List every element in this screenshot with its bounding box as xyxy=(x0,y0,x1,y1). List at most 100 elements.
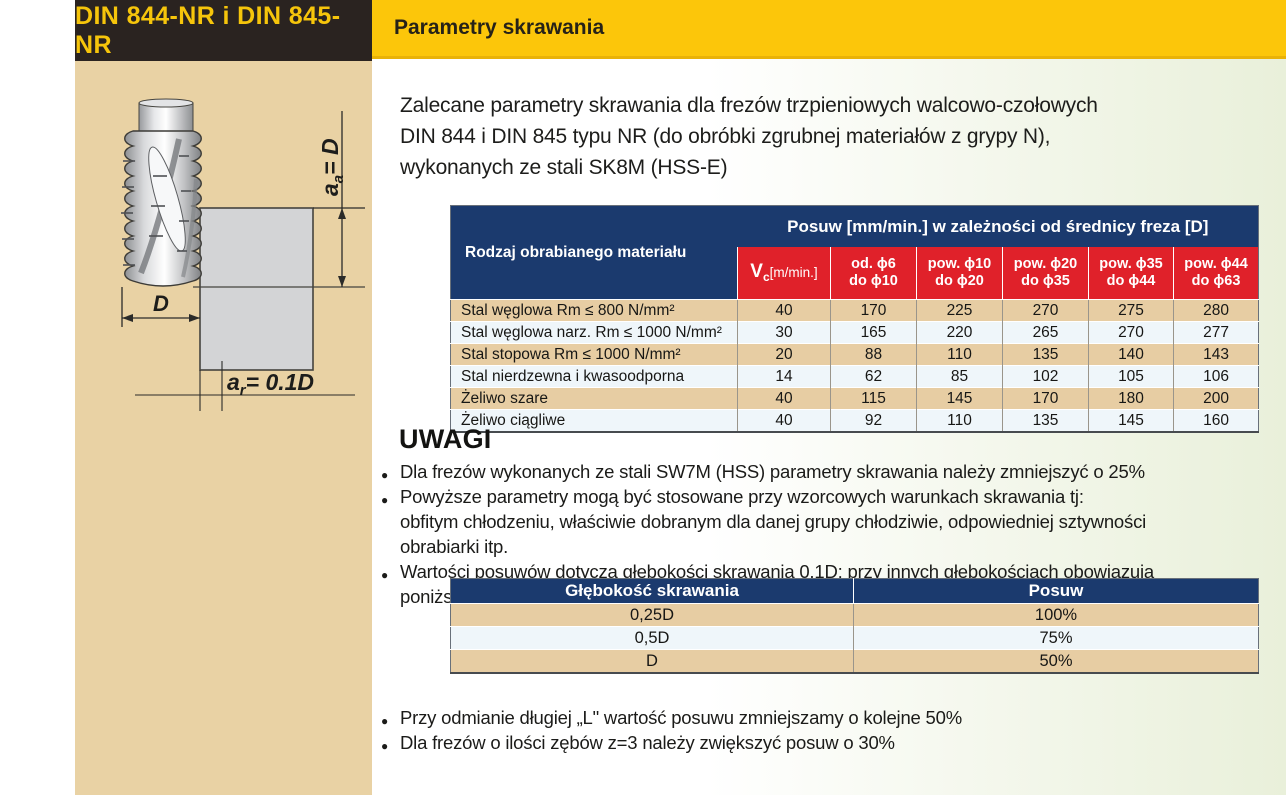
material-cell: Żeliwo ciągliwe xyxy=(450,409,738,432)
list-item: ● Przy odmianie długiej „L" wartość posuw… xyxy=(381,705,1211,730)
note-text: Dla frezów wykonanych ze stali SW7M (HSS… xyxy=(400,461,1145,482)
table-row: Żeliwo ciągliwe 40 92 110 135 145 160 xyxy=(450,409,1259,432)
list-item: ● Dla frezów o ilości zębów z=3 należy zw… xyxy=(381,730,1211,755)
table-row: D 50% xyxy=(450,649,1259,673)
value-cell: 145 xyxy=(1088,409,1174,432)
note-text: Powyższe parametry mogą być stosowane pr… xyxy=(400,486,1147,557)
table-row: Stal węglowa narz. Rm ≤ 1000 N/mm² 30 16… xyxy=(450,321,1259,344)
bullet-icon: ● xyxy=(381,493,389,507)
dimension-diameter xyxy=(121,287,200,327)
value-cell: 62 xyxy=(830,365,917,388)
value-cell: 275 xyxy=(1088,299,1174,322)
material-cell: Stal węglowa narz. Rm ≤ 1000 N/mm² xyxy=(450,321,738,344)
material-cell: Stal nierdzewna i kwasoodporna xyxy=(450,365,738,388)
depth-cell: 0,25D xyxy=(450,603,854,627)
column-header-dia-2: pow. ϕ10 do ϕ20 xyxy=(916,247,1003,300)
radial-depth-label: ar= 0.1D xyxy=(227,369,314,399)
milling-diagram: aa= D D ar= 0.1D xyxy=(121,98,365,411)
value-cell: 200 xyxy=(1172,387,1259,410)
column-header-dia-4: pow. ϕ35 do ϕ44 xyxy=(1088,247,1174,300)
footnote-text: Dla frezów o ilości zębów z=3 należy zwi… xyxy=(400,732,895,753)
material-cell: Żeliwo szare xyxy=(450,387,738,410)
value-cell: 135 xyxy=(1002,343,1089,366)
value-cell: 180 xyxy=(1088,387,1174,410)
dimension-radial xyxy=(135,361,355,411)
feed-cell: 50% xyxy=(853,649,1259,673)
value-cell: 40 xyxy=(737,387,831,410)
value-cell: 85 xyxy=(916,365,1003,388)
end-mill-illustration xyxy=(121,98,202,287)
value-cell: 135 xyxy=(1002,409,1089,432)
table-row: Stal nierdzewna i kwasoodporna 14 62 85 … xyxy=(450,365,1259,388)
bullet-icon: ● xyxy=(381,714,389,728)
value-cell: 170 xyxy=(1002,387,1089,410)
value-cell: 220 xyxy=(916,321,1003,344)
cutting-parameters-table: Rodzaj obrabianego materiału Posuw [mm/m… xyxy=(450,205,1260,433)
column-header-feed: Posuw xyxy=(853,578,1259,604)
value-cell: 165 xyxy=(830,321,917,344)
product-series-title: DIN 844-NR i DIN 845-NR xyxy=(75,0,372,61)
value-cell: 115 xyxy=(830,387,917,410)
value-cell: 143 xyxy=(1172,343,1259,366)
workpiece-rect xyxy=(199,207,314,371)
value-cell: 88 xyxy=(830,343,917,366)
table-row: 0,5D 75% xyxy=(450,626,1259,650)
column-header-dia-1: od. ϕ6 do ϕ10 xyxy=(830,247,917,300)
value-cell: 225 xyxy=(916,299,1003,322)
notes-heading: UWAGI xyxy=(399,424,492,454)
table-row: Stal węglowa Rm ≤ 800 N/mm² 40 170 225 2… xyxy=(450,299,1259,322)
value-cell: 102 xyxy=(1002,365,1089,388)
value-cell: 105 xyxy=(1088,365,1174,388)
value-cell: 265 xyxy=(1002,321,1089,344)
value-cell: 110 xyxy=(916,343,1003,366)
dimension-axial xyxy=(313,111,365,287)
value-cell: 110 xyxy=(916,409,1003,432)
value-cell: 14 xyxy=(737,365,831,388)
table-row: Żeliwo szare 40 115 145 170 180 200 xyxy=(450,387,1259,410)
vc-unit: [m/min.] xyxy=(769,265,818,281)
value-cell: 270 xyxy=(1088,321,1174,344)
list-item: ● Powyższe parametry mogą być stosowane p… xyxy=(381,484,1211,559)
feed-cell: 100% xyxy=(853,603,1259,627)
depth-cell: 0,5D xyxy=(450,626,854,650)
footnote-text: Przy odmianie długiej „L" wartość posuwu… xyxy=(400,707,962,728)
value-cell: 92 xyxy=(830,409,917,432)
value-cell: 160 xyxy=(1172,409,1259,432)
material-cell: Stal węglowa Rm ≤ 800 N/mm² xyxy=(450,299,738,322)
list-item: ● Dla frezów wykonanych ze stali SW7M (HS… xyxy=(381,459,1211,484)
technical-drawing-panel: aa= D D ar= 0.1D xyxy=(75,61,372,795)
column-header-posuw: Posuw [mm/min.] w zależności od średnicy… xyxy=(737,205,1259,247)
value-cell: 20 xyxy=(737,343,831,366)
intro-paragraph: Zalecane parametry skrawania dla frezów … xyxy=(400,94,1098,179)
value-cell: 40 xyxy=(737,299,831,322)
depth-cell: D xyxy=(450,649,854,673)
value-cell: 277 xyxy=(1172,321,1259,344)
vc-symbol: V xyxy=(750,261,763,283)
footnotes-list: ● Przy odmianie długiej „L" wartość posuw… xyxy=(381,705,1211,755)
table-row: 0,25D 100% xyxy=(450,603,1259,627)
value-cell: 140 xyxy=(1088,343,1174,366)
page-title: Parametry skrawania xyxy=(372,0,1286,59)
bullet-icon: ● xyxy=(381,468,389,482)
bullet-icon: ● xyxy=(381,568,389,582)
value-cell: 30 xyxy=(737,321,831,344)
diameter-label: D xyxy=(153,291,169,316)
depth-feed-table: Głębokość skrawania Posuw 0,25D 100% 0,5… xyxy=(450,578,1259,674)
column-header-material: Rodzaj obrabianego materiału xyxy=(450,205,738,300)
table-row: Stal stopowa Rm ≤ 1000 N/mm² 20 88 110 1… xyxy=(450,343,1259,366)
vc-subscript: c xyxy=(762,270,770,285)
value-cell: 40 xyxy=(737,409,831,432)
feed-cell: 75% xyxy=(853,626,1259,650)
axial-depth-label: aa= D xyxy=(317,138,347,196)
column-header-vc: Vc[m/min.] xyxy=(737,247,831,300)
value-cell: 270 xyxy=(1002,299,1089,322)
column-header-dia-5: pow. ϕ44 do ϕ63 xyxy=(1172,247,1259,300)
value-cell: 280 xyxy=(1172,299,1259,322)
bullet-icon: ● xyxy=(381,739,389,753)
value-cell: 170 xyxy=(830,299,917,322)
value-cell: 106 xyxy=(1172,365,1259,388)
column-header-dia-3: pow. ϕ20 do ϕ35 xyxy=(1002,247,1089,300)
value-cell: 145 xyxy=(916,387,1003,410)
material-cell: Stal stopowa Rm ≤ 1000 N/mm² xyxy=(450,343,738,366)
